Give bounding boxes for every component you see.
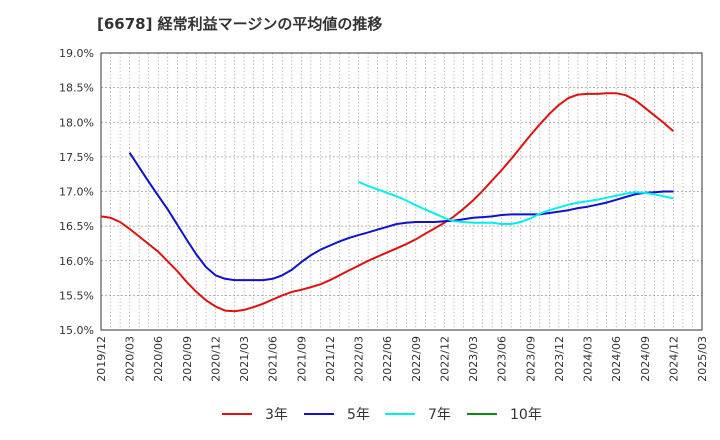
series-line-7年 bbox=[358, 180, 674, 225]
plot-frame bbox=[100, 52, 703, 331]
x-tick-label: 2025/03 bbox=[696, 336, 709, 382]
x-tick-label: 2021/03 bbox=[238, 336, 251, 382]
y-tick-label: 15.5% bbox=[59, 289, 94, 302]
x-tick-label: 2024/09 bbox=[639, 336, 652, 382]
legend-label: 7年 bbox=[428, 407, 451, 423]
series-line-3年 bbox=[100, 92, 675, 313]
series-line-5年 bbox=[128, 152, 674, 282]
legend-label: 3年 bbox=[265, 407, 288, 423]
y-tick-label: 18.5% bbox=[59, 82, 94, 95]
x-tick-label: 2019/12 bbox=[95, 336, 108, 382]
x-tick-label: 2021/09 bbox=[295, 336, 308, 382]
x-tick-label: 2020/03 bbox=[124, 336, 137, 382]
y-tick-label: 16.5% bbox=[59, 220, 94, 233]
x-tick-label: 2023/03 bbox=[467, 336, 480, 382]
y-tick-label: 15.0% bbox=[59, 324, 94, 337]
x-tick-label: 2020/12 bbox=[209, 336, 222, 382]
legend-label: 10年 bbox=[510, 407, 542, 423]
x-tick-label: 2022/12 bbox=[438, 336, 451, 382]
x-tick-label: 2022/06 bbox=[381, 336, 394, 382]
x-tick-label: 2024/06 bbox=[610, 336, 623, 382]
x-tick-label: 2021/06 bbox=[267, 336, 280, 382]
x-tick-label: 2020/06 bbox=[152, 336, 165, 382]
y-tick-label: 18.0% bbox=[59, 116, 94, 129]
x-tick-label: 2022/09 bbox=[410, 336, 423, 382]
x-tick-label: 2023/09 bbox=[524, 336, 537, 382]
y-tick-label: 17.0% bbox=[59, 186, 94, 199]
x-tick-label: 2023/12 bbox=[553, 336, 566, 382]
x-tick-label: 2021/12 bbox=[324, 336, 337, 382]
y-tick-label: 19.0% bbox=[59, 47, 94, 60]
y-tick-label: 17.5% bbox=[59, 151, 94, 164]
y-tick-label: 16.0% bbox=[59, 255, 94, 268]
chart-title: [6678] 経常利益マージンの平均値の推移 bbox=[97, 15, 383, 33]
legend-label: 5年 bbox=[347, 407, 370, 423]
x-tick-label: 2024/03 bbox=[582, 336, 595, 382]
x-tick-label: 2022/03 bbox=[353, 336, 366, 382]
x-tick-label: 2024/12 bbox=[667, 336, 680, 382]
x-tick-label: 2023/06 bbox=[496, 336, 509, 382]
x-tick-label: 2020/09 bbox=[181, 336, 194, 382]
